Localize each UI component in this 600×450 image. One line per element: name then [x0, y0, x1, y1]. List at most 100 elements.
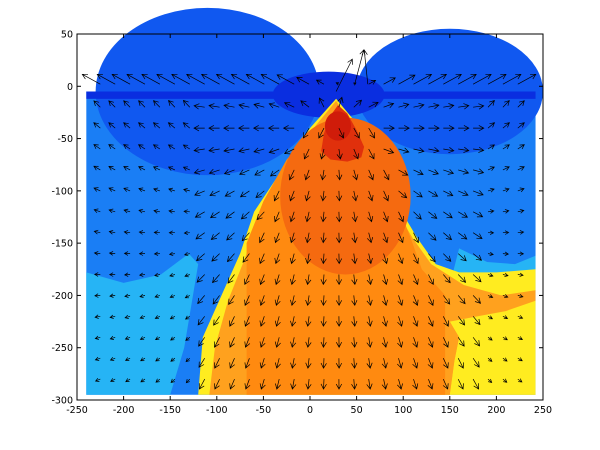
velocity-arrow	[111, 73, 131, 85]
velocity-arrow	[168, 251, 175, 257]
velocity-arrow	[108, 272, 116, 277]
x-tick-label: -50	[256, 405, 272, 416]
x-tick-label: -150	[159, 405, 181, 416]
velocity-arrow	[93, 272, 101, 277]
velocity-arrow	[139, 293, 146, 299]
velocity-arrow	[335, 358, 343, 369]
velocity-arrow	[214, 358, 220, 369]
velocity-arrow	[239, 169, 250, 176]
velocity-arrow	[487, 166, 495, 171]
velocity-arrow	[289, 253, 296, 265]
velocity-arrow	[244, 316, 251, 327]
velocity-arrow	[487, 122, 496, 129]
velocity-arrow	[210, 232, 220, 240]
velocity-arrow	[154, 272, 160, 278]
velocity-arrow	[289, 211, 296, 223]
velocity-arrow	[94, 356, 101, 361]
velocity-arrow	[487, 357, 493, 362]
velocity-arrow	[335, 274, 343, 286]
velocity-arrow	[443, 232, 453, 241]
velocity-arrow	[443, 295, 451, 305]
velocity-arrow	[502, 378, 508, 383]
velocity-arrow	[184, 294, 190, 299]
velocity-arrow	[517, 251, 525, 256]
velocity-arrow	[138, 144, 146, 150]
velocity-arrow	[185, 315, 190, 320]
velocity-arrow	[239, 190, 250, 198]
velocity-arrow	[290, 379, 297, 390]
velocity-arrow	[227, 274, 235, 284]
velocity-arrow	[335, 58, 353, 92]
velocity-arrow	[296, 77, 310, 85]
x-tick-label: 0	[307, 405, 313, 416]
velocity-arrow	[213, 337, 220, 348]
velocity-arrow	[209, 190, 220, 197]
velocity-arrow	[254, 169, 265, 176]
velocity-arrow	[473, 125, 485, 132]
velocity-arrow	[443, 168, 455, 175]
velocity-arrow	[458, 146, 470, 153]
velocity-arrow	[517, 230, 525, 235]
velocity-arrow	[110, 378, 116, 382]
velocity-arrow	[382, 253, 389, 265]
velocity-arrow	[259, 274, 266, 286]
velocity-arrow	[457, 337, 465, 347]
velocity-arrow	[185, 336, 191, 341]
velocity-arrow	[472, 316, 481, 326]
velocity-arrow	[244, 295, 250, 306]
velocity-arrow	[413, 102, 425, 109]
velocity-arrow	[427, 316, 434, 327]
velocity-arrow	[412, 274, 419, 286]
velocity-arrow	[153, 251, 160, 256]
velocity-arrow	[154, 294, 161, 299]
velocity-arrow	[109, 293, 116, 298]
velocity-arrow	[442, 316, 449, 327]
velocity-arrow	[442, 378, 449, 390]
region-plume-core	[280, 117, 411, 275]
velocity-arrow	[108, 251, 116, 256]
velocity-arrow	[335, 232, 343, 244]
velocity-arrow	[351, 358, 358, 369]
velocity-arrow	[259, 295, 266, 306]
velocity-arrow	[138, 100, 146, 108]
velocity-arrow	[487, 315, 494, 320]
velocity-arrow	[428, 147, 440, 154]
velocity-arrow	[367, 211, 374, 223]
velocity-arrow	[443, 190, 454, 197]
velocity-arrow	[152, 166, 161, 171]
velocity-arrow	[108, 187, 116, 192]
velocity-arrow	[305, 316, 312, 327]
velocity-arrow	[152, 144, 161, 150]
velocity-arrow	[412, 378, 419, 390]
velocity-arrow	[351, 316, 358, 327]
velocity-arrow	[138, 251, 146, 256]
velocity-arrow	[487, 230, 495, 235]
velocity-arrow	[304, 169, 311, 181]
y-tick-label: -200	[51, 291, 73, 302]
velocity-arrow	[517, 144, 525, 150]
velocity-arrow	[366, 295, 373, 307]
velocity-arrow	[383, 148, 395, 154]
velocity-arrow	[153, 209, 160, 214]
velocity-arrow	[398, 74, 416, 85]
velocity-arrow	[259, 253, 265, 265]
velocity-arrow	[283, 148, 295, 155]
velocity-arrow	[443, 253, 452, 262]
velocity-arrow	[319, 148, 326, 160]
velocity-arrow	[224, 190, 235, 197]
velocity-arrow	[93, 144, 101, 150]
velocity-arrow	[123, 144, 131, 150]
velocity-arrow	[383, 102, 395, 109]
velocity-arrow	[502, 166, 510, 171]
velocity-arrow	[123, 187, 131, 192]
velocity-arrow	[289, 232, 296, 244]
velocity-arrow	[367, 190, 374, 202]
velocity-arrow	[138, 208, 146, 214]
velocity-arrow	[168, 230, 175, 235]
velocity-arrow	[273, 190, 280, 202]
velocity-arrow	[276, 74, 295, 85]
y-tick-label: 0	[67, 82, 73, 93]
velocity-arrow	[184, 273, 190, 278]
velocity-arrow	[223, 147, 235, 154]
velocity-arrow	[196, 253, 205, 262]
